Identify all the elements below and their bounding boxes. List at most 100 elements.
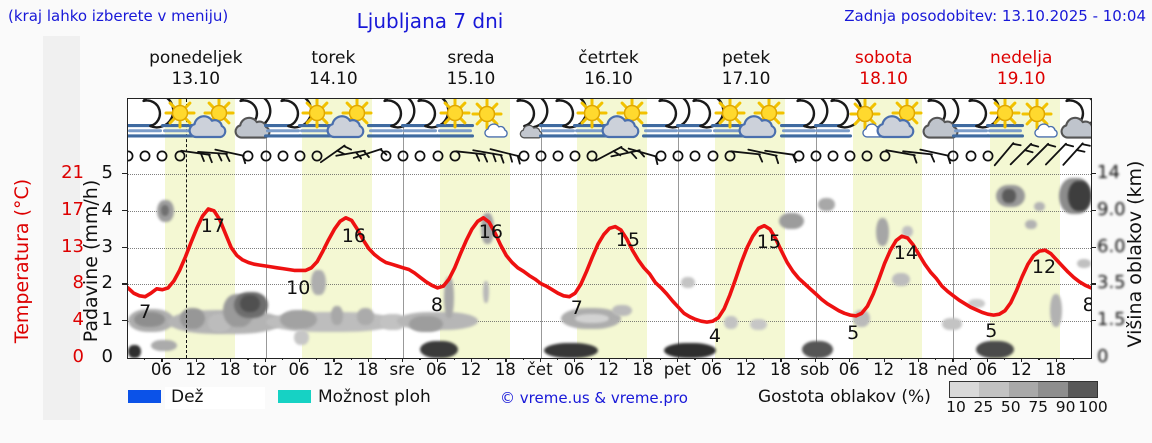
x-tick-label: 12 (873, 360, 895, 379)
weather-icon-sun-cloud (876, 99, 923, 142)
precip-tick-label: 0 (101, 346, 113, 367)
x-axis-tick (539, 357, 541, 362)
day-header-name: sobota (854, 48, 913, 68)
x-axis-tick (436, 357, 438, 362)
temp-tick-label: 17 (61, 198, 84, 220)
wind-calm-icon (156, 150, 169, 163)
gridline (128, 284, 1091, 286)
wind-barb-icon (885, 147, 919, 165)
gridline (128, 210, 1091, 212)
x-axis-tick (1021, 357, 1023, 362)
wind-barb-icon (730, 147, 764, 165)
wind-calm-icon (861, 150, 874, 163)
wind-calm-icon (809, 150, 822, 163)
x-day-boundary-label: pet (663, 360, 691, 379)
wind-calm-icon (981, 150, 994, 163)
wind-calm-icon (534, 150, 547, 163)
x-axis-tick (918, 357, 920, 362)
cloud-blob (357, 308, 375, 325)
wind-calm-icon (844, 150, 857, 163)
x-tick-label: 06 (426, 360, 448, 379)
x-axis-tick (402, 357, 404, 362)
x-axis-tick (780, 357, 782, 362)
cloud-blob (294, 330, 309, 346)
temp-tick-label: 4 (72, 309, 84, 331)
wind-calm-icon (878, 150, 891, 163)
x-axis-tick (986, 357, 988, 362)
x-axis-tick (367, 357, 369, 362)
wind-calm-icon (655, 150, 668, 163)
y-axis-tick (122, 246, 127, 248)
weather-icon-moon-fog (675, 99, 725, 142)
y-axis-tick (122, 173, 127, 175)
cloud-blob (543, 343, 599, 358)
weather-icon-sun-cloud (188, 99, 235, 142)
wind-barb-icon (988, 142, 1022, 167)
cloud-density-label: Gostota oblakov (%) (758, 387, 931, 407)
x-tick-label: 18 (632, 360, 654, 379)
cloud-blob (941, 317, 963, 331)
cloud-blob (976, 341, 1014, 358)
y-axis-tick (122, 209, 127, 212)
wind-calm-icon (517, 150, 530, 163)
wind-calm-icon (792, 150, 805, 163)
x-axis-tick (470, 357, 473, 362)
wind-barb-icon (747, 147, 781, 165)
cloud-blob (612, 304, 633, 316)
cloud-blob (876, 218, 890, 246)
copyright-link[interactable]: © vreme.us & vreme.pro (500, 389, 688, 407)
density-tick-label: 90 (1055, 398, 1076, 416)
temp-value-label: 17 (200, 214, 225, 237)
cloud-tick-label: 1.5 (1097, 309, 1126, 331)
x-tick-label: 18 (219, 360, 241, 379)
cloud-blob (1033, 201, 1046, 211)
x-tick-label: 12 (598, 360, 619, 379)
weather-icon-sun-fog (435, 99, 475, 142)
temp-value-label: 16 (478, 220, 503, 243)
x-tick-label: 12 (322, 360, 344, 379)
precip-tick-label: 4 (101, 198, 113, 220)
density-tick-label: 100 (1078, 398, 1108, 416)
cloud-blob (1002, 188, 1017, 204)
weather-icon-sun-smallcloud (469, 99, 509, 142)
day-header-name: torek (311, 48, 356, 68)
page-title: Ljubljana 7 dni (356, 9, 504, 33)
y-axis-tick (122, 320, 127, 322)
density-segment (1008, 382, 1039, 397)
temp-value-label: 10 (286, 276, 311, 299)
cloud-blob (1025, 220, 1037, 230)
cloud-blob (749, 319, 768, 331)
x-axis-tick (1055, 357, 1057, 362)
x-axis-tick (195, 357, 197, 362)
cloud-blob (801, 341, 834, 358)
day-header-name: petek (721, 48, 771, 68)
temp-value-label: 7 (570, 297, 583, 320)
wind-calm-icon (173, 150, 186, 163)
x-tick-label: 18 (357, 360, 379, 379)
cloud-blob (331, 306, 343, 325)
temp-value-label: 5 (985, 319, 998, 342)
weather-icon-moon-fog (400, 99, 450, 142)
x-axis-tick (883, 357, 885, 362)
cloud-tick-label: 6.0 (1097, 235, 1126, 257)
cloud-tick-label: 3.5 (1097, 272, 1126, 294)
x-axis-tick (677, 357, 679, 362)
temp-tick-label: 21 (61, 162, 84, 183)
wind-calm-icon (586, 150, 599, 163)
chart-plot-area: 7 17 10 16 8 16 7 15 4 15 5 14 5 12 8 (127, 98, 1092, 359)
weather-icon-sun-smallcloud (1019, 99, 1059, 142)
wind-calm-icon (128, 150, 135, 163)
x-axis-tick (298, 357, 301, 362)
cloud-blob (311, 269, 326, 296)
x-tick-label: 12 (1010, 360, 1032, 379)
temp-tick-label: 8 (72, 272, 84, 294)
day-header-name: ponedeljek (149, 48, 243, 68)
y-axis-tick (1091, 246, 1096, 248)
wind-barb-icon (1005, 142, 1040, 166)
x-tick-label: 12 (735, 360, 757, 379)
cloud-blob (150, 339, 177, 351)
weather-icon-sun-fog (985, 99, 1025, 142)
weather-icon-sun-fog (297, 99, 337, 142)
day-header-date: 14.10 (309, 69, 358, 89)
x-tick-label: 06 (838, 360, 860, 379)
